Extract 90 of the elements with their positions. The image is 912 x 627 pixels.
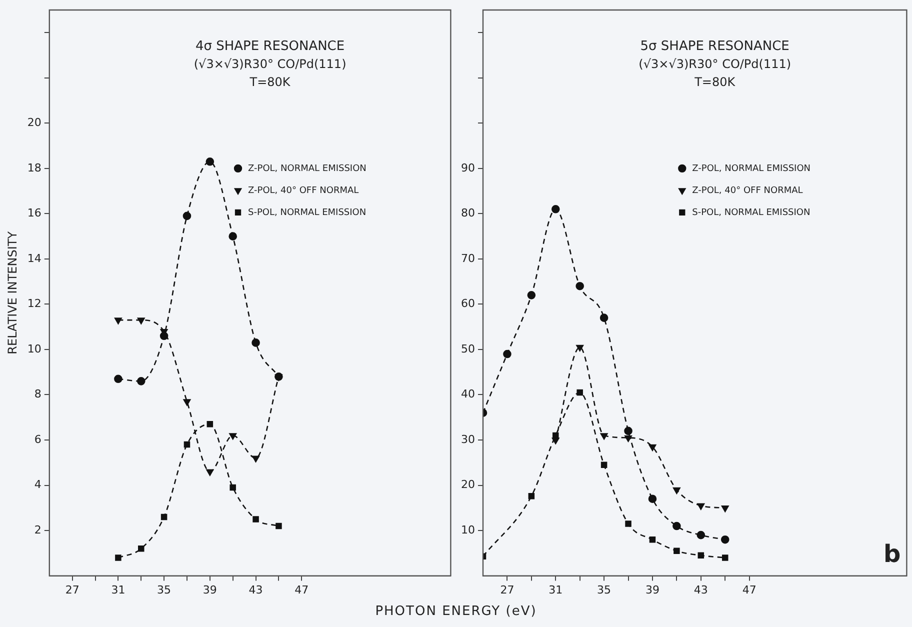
point — [503, 350, 512, 358]
point — [206, 469, 214, 476]
y-tick-label: 80 — [460, 206, 475, 220]
point — [114, 374, 122, 384]
y-tick-label: 20 — [27, 116, 42, 130]
point — [528, 493, 535, 500]
y-tick-label: 18 — [27, 161, 42, 174]
point — [672, 522, 681, 530]
point — [674, 548, 680, 554]
legend-label: Z-POL, 40° OFF NORMAL — [692, 186, 803, 196]
y-tick-label: 70 — [460, 252, 475, 265]
point — [625, 520, 632, 527]
point — [183, 399, 191, 406]
y-tick-label: 2 — [34, 523, 42, 536]
y-tick-label: 8 — [34, 388, 42, 401]
point — [551, 205, 560, 214]
text: 5σ SHAPE RESONANCE — [640, 38, 790, 54]
point — [160, 514, 168, 520]
point — [136, 377, 146, 386]
point — [115, 554, 122, 561]
point — [720, 535, 730, 544]
point — [252, 516, 259, 522]
point — [576, 344, 584, 352]
point — [673, 487, 680, 494]
point — [698, 552, 704, 559]
point — [206, 421, 214, 428]
x-axis-title: PHOTON ENERGY (eV) — [374, 604, 538, 619]
annotation: b — [884, 540, 901, 568]
point — [206, 157, 214, 166]
point — [276, 522, 282, 530]
y-tick-label: 12 — [27, 297, 42, 310]
point — [252, 456, 260, 462]
x-tick-label: 35 — [157, 583, 172, 596]
x-tick-label: 43 — [248, 583, 263, 596]
point — [696, 530, 706, 540]
point — [229, 433, 237, 440]
point — [697, 503, 705, 510]
point — [648, 494, 657, 503]
y-tick-label: 10 — [460, 523, 475, 536]
point — [624, 426, 632, 436]
x-tick-label: 27 — [65, 583, 80, 596]
x-tick-label: 31 — [111, 583, 126, 596]
text: (√3×√3)R30° CO/Pd(111) T=80K — [194, 57, 346, 90]
legend-label: S-POL, NORMAL EMISSION — [692, 208, 810, 218]
point — [576, 282, 584, 290]
y-tick-label: 60 — [460, 297, 475, 310]
point — [600, 433, 608, 440]
point — [649, 536, 656, 543]
point — [138, 546, 144, 552]
point — [552, 438, 560, 444]
y-tick-label: 14 — [27, 252, 42, 265]
y-tick-label: 6 — [34, 432, 42, 446]
x-tick-label: 39 — [645, 583, 660, 596]
y-tick-label: 50 — [460, 342, 475, 356]
x-tick-label: 31 — [548, 583, 563, 596]
point — [184, 441, 190, 448]
point — [576, 389, 583, 396]
point — [527, 291, 536, 300]
legend-label: Z-POL, NORMAL EMISSION — [248, 164, 366, 174]
x-tick-label: 39 — [202, 583, 217, 596]
y-tick-label: 4 — [34, 478, 42, 492]
x-tick-label: 35 — [597, 583, 612, 596]
text: 4σ SHAPE RESONANCE — [195, 38, 345, 54]
y-tick-label: 16 — [27, 206, 42, 220]
point — [648, 444, 656, 451]
point — [252, 338, 260, 347]
x-tick-label: 43 — [694, 583, 708, 596]
y-tick-label: 10 — [27, 342, 42, 356]
y-tick-label: 20 — [460, 478, 475, 492]
point — [600, 462, 608, 468]
legend-label: Z-POL, 40° OFF NORMAL — [248, 186, 359, 196]
text: (√3×√3)R30° CO/Pd(111) T=80K — [638, 57, 792, 90]
legend-label: Z-POL, NORMAL EMISSION — [692, 164, 811, 174]
point — [137, 318, 145, 324]
point — [230, 484, 236, 491]
point — [722, 554, 728, 561]
x-tick-label: 47 — [742, 583, 756, 596]
x-tick-label: 27 — [500, 583, 514, 596]
x-tick-label: 47 — [294, 583, 309, 596]
point — [114, 318, 122, 324]
y-axis-title: RELATIVE INTENSITY — [5, 230, 20, 354]
point — [600, 314, 608, 322]
y-tick-label: 90 — [460, 161, 475, 174]
point — [182, 212, 192, 220]
point — [721, 506, 729, 512]
y-tick-label: 30 — [460, 432, 475, 446]
legend-label: S-POL, NORMAL EMISSION — [248, 208, 366, 218]
point — [228, 232, 237, 240]
y-tick-label: 40 — [460, 388, 475, 401]
point — [160, 332, 168, 340]
